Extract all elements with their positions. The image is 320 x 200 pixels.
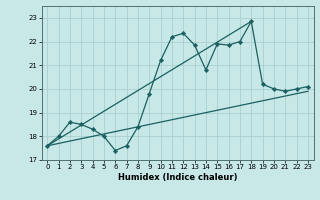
X-axis label: Humidex (Indice chaleur): Humidex (Indice chaleur) bbox=[118, 173, 237, 182]
